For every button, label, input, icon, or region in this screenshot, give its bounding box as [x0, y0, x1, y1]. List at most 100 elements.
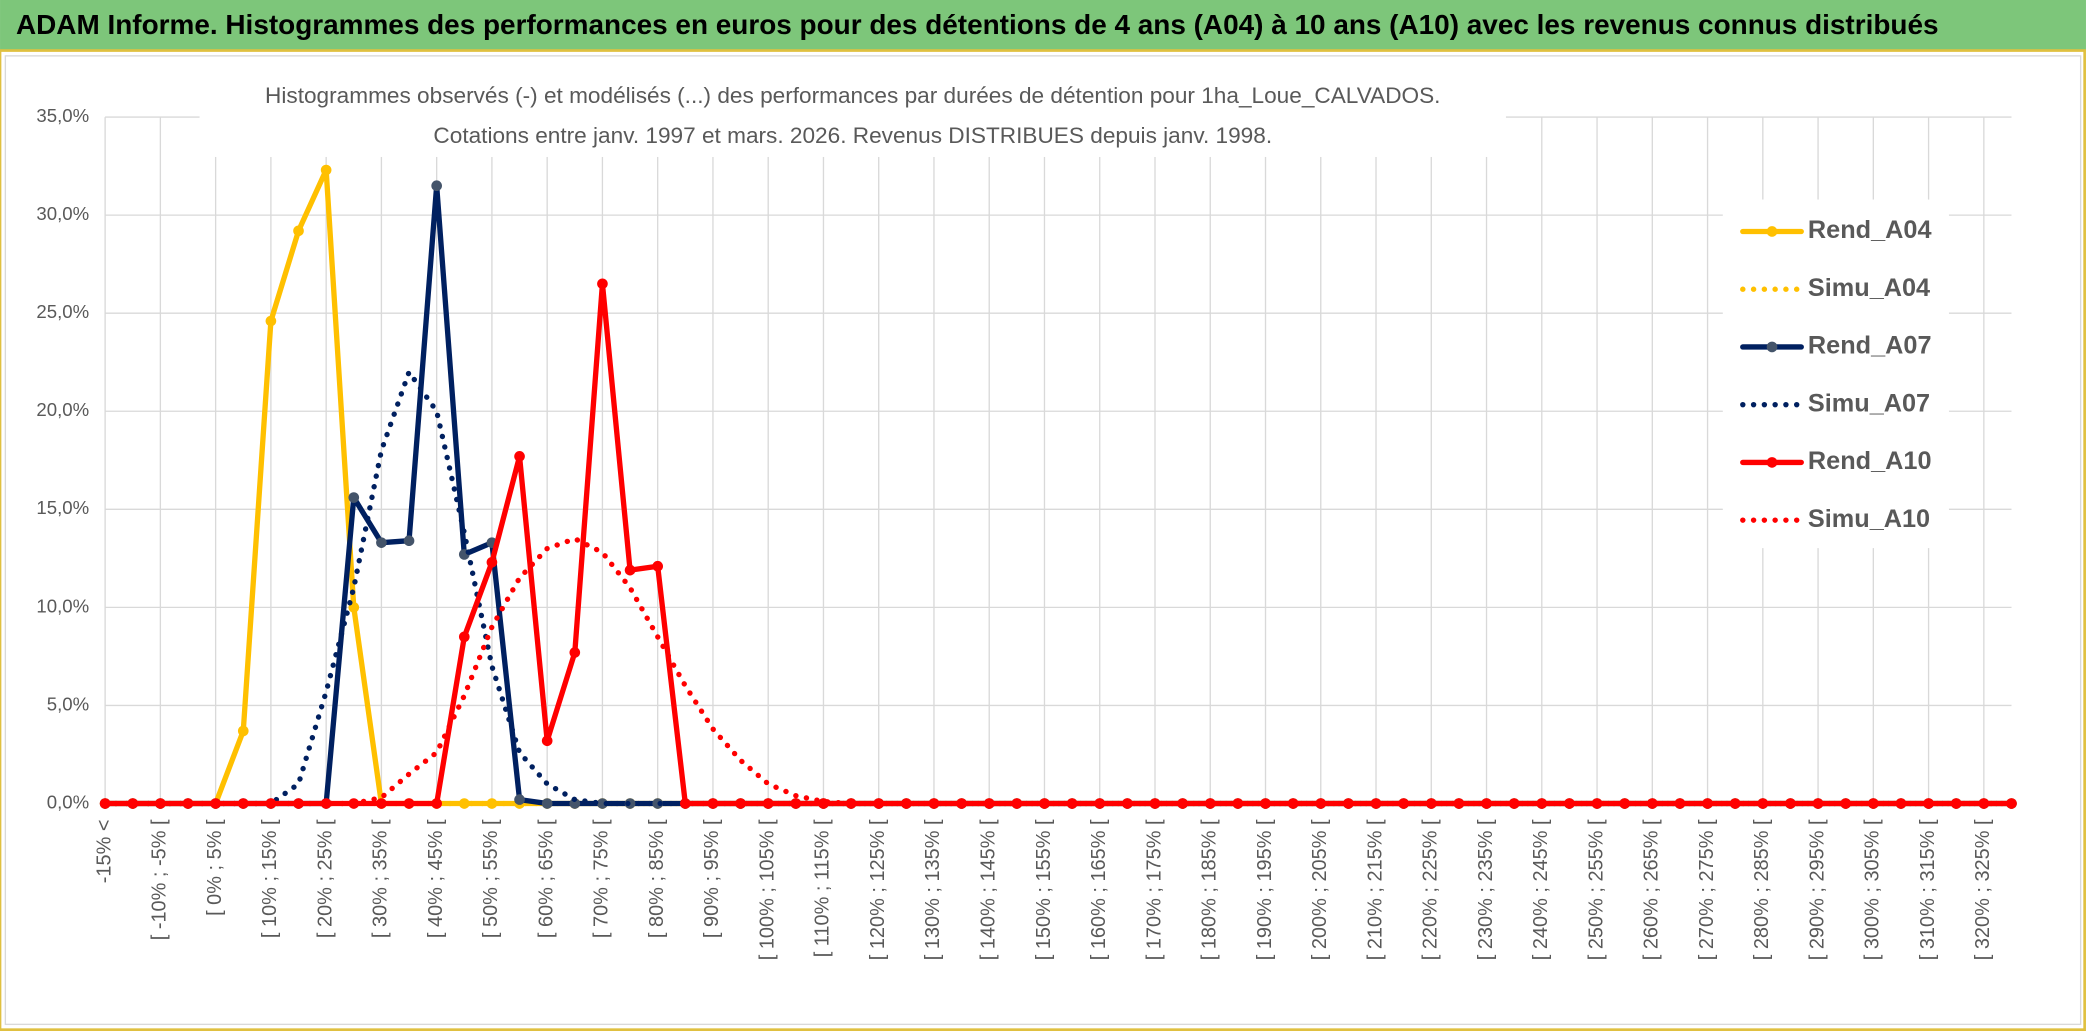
legend-label: Simu_A10 [1808, 505, 1930, 533]
x-tick-label: [ 100% ; 105% [ [756, 819, 778, 960]
x-tick-label: [ 270% ; 275% [ [1696, 819, 1718, 960]
x-tick-label: [ 260% ; 265% [ [1641, 819, 1663, 960]
point [458, 798, 470, 809]
point [1149, 798, 1161, 809]
legend-box [1722, 199, 1949, 549]
point [569, 647, 581, 658]
y-tick-label: 10,0% [36, 595, 89, 616]
point [265, 315, 277, 327]
x-tick-label: [ 10% ; 15% [ [259, 819, 281, 938]
point [1646, 798, 1658, 809]
x-tick-label: [ 170% ; 175% [ [1143, 819, 1165, 960]
series-line [102, 281, 2015, 807]
point [127, 798, 139, 809]
x-tick-label: [ 250% ; 255% [ [1585, 819, 1607, 960]
x-tick-label: [ 200% ; 205% [ [1309, 819, 1331, 960]
point [541, 798, 553, 809]
subtitle-box [199, 77, 1506, 157]
subtitle: Cotations entre janv. 1997 et mars. 2026… [433, 123, 1272, 148]
point [1066, 798, 1078, 809]
point [1260, 798, 1271, 809]
x-tick-label: [ 30% ; 35% [ [370, 819, 392, 938]
point [486, 556, 498, 568]
series-layer [99, 164, 2017, 809]
outer-frame [0, 49, 2086, 1031]
point [348, 492, 360, 503]
x-tick-label: [ 190% ; 195% [ [1254, 819, 1276, 960]
x-tick-label: [ 130% ; 135% [ [922, 819, 944, 960]
x-tick-label: [ 50% ; 55% [ [480, 819, 502, 938]
point [403, 535, 415, 547]
x-tick-label: [ -10% ; -5% [ [149, 819, 171, 940]
x-tick-label: [ 240% ; 245% [ [1530, 819, 1552, 960]
legend-label: Simu_A07 [1808, 389, 1930, 417]
x-tick-label: [ 90% ; 95% [ [701, 819, 723, 938]
point [597, 278, 608, 290]
point [514, 451, 525, 462]
point [735, 798, 746, 809]
y-tick-label: 35,0% [36, 105, 89, 126]
title-banner [0, 0, 2086, 51]
point [1840, 798, 1852, 809]
legend-label: Simu_A04 [1808, 274, 1930, 302]
point [707, 798, 719, 809]
point [1204, 798, 1216, 809]
y-tick-label: 0,0% [47, 791, 89, 812]
legend-marker [1766, 457, 1778, 468]
point [293, 225, 304, 237]
x-tick-label: [ 160% ; 165% [ [1088, 819, 1110, 960]
point [1978, 798, 1990, 809]
x-tick-label: [ 150% ; 155% [ [1033, 819, 1055, 960]
point [320, 164, 332, 176]
point [1591, 798, 1603, 809]
x-tick-label: [ 180% ; 185% [ [1199, 819, 1221, 960]
x-tick-label: [ 280% ; 285% [ [1751, 819, 1773, 960]
x-tick-label: [ 230% ; 235% [ [1475, 819, 1497, 960]
point [679, 798, 691, 809]
x-tick-label: -15% < [93, 819, 115, 883]
legend-label: Rend_A07 [1808, 332, 1932, 360]
point [376, 798, 387, 809]
point [956, 798, 967, 809]
point [1702, 798, 1713, 809]
point [1785, 798, 1796, 809]
point [1895, 798, 1907, 809]
point [182, 798, 194, 809]
point [458, 631, 470, 643]
x-tick-label: [ 290% ; 295% [ [1806, 819, 1828, 960]
x-tick-label: [ 40% ; 45% [ [425, 819, 447, 938]
point [2006, 798, 2017, 809]
point [541, 735, 553, 747]
point [431, 180, 442, 192]
x-tick-label: [ 110% ; 115% [ [812, 819, 834, 957]
point [1508, 798, 1520, 809]
point [1453, 798, 1465, 809]
point [376, 537, 387, 548]
point [265, 798, 277, 809]
point [1950, 798, 1962, 809]
point [1398, 798, 1409, 809]
x-tick-label: [ 80% ; 85% [ [646, 819, 668, 938]
y-tick-label: 30,0% [36, 203, 89, 224]
x-tick-label: [ 210% ; 215% [ [1364, 819, 1386, 960]
point [514, 794, 525, 805]
point [1094, 798, 1106, 809]
point [237, 725, 249, 737]
point [1011, 798, 1023, 809]
legend-marker [1766, 226, 1778, 237]
x-tick-label: [ 60% ; 65% [ [535, 819, 557, 938]
point [790, 798, 802, 809]
point [624, 564, 636, 576]
x-tick-label: [ 300% ; 305% [ [1862, 819, 1884, 960]
x-tick-label: [ 140% ; 145% [ [977, 819, 999, 960]
legend: Rend_A04 Simu_A04 Rend_A07 Simu_A07 Rend_A10… [1740, 216, 1932, 533]
x-tick-label: [ 20% ; 25% [ [314, 819, 336, 938]
point [597, 798, 608, 809]
point [901, 798, 912, 809]
y-tick-label: 20,0% [36, 399, 89, 420]
x-tick-label: [ 310% ; 315% [ [1917, 819, 1939, 960]
legend-label: Rend_A10 [1808, 447, 1932, 475]
x-tick-label: [ 320% ; 325% [ [1972, 819, 1994, 960]
legend-label: Rend_A04 [1808, 216, 1932, 244]
